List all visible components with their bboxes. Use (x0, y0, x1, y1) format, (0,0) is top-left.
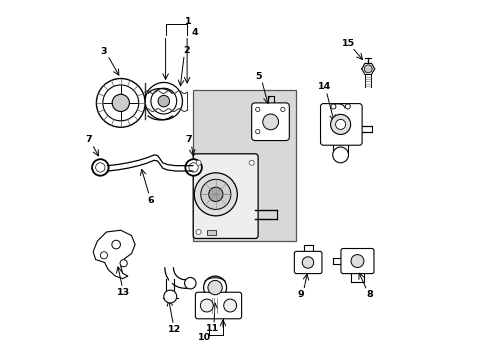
Circle shape (332, 147, 348, 163)
FancyBboxPatch shape (195, 292, 241, 319)
Circle shape (112, 240, 120, 249)
Circle shape (151, 88, 176, 114)
Circle shape (145, 82, 182, 120)
Circle shape (255, 107, 260, 112)
Circle shape (188, 163, 198, 172)
Circle shape (196, 229, 201, 234)
Circle shape (249, 160, 254, 165)
Circle shape (208, 187, 223, 202)
Circle shape (96, 78, 145, 127)
Text: 7: 7 (85, 135, 92, 144)
Circle shape (262, 114, 278, 130)
Text: 2: 2 (183, 46, 189, 55)
Text: 11: 11 (206, 324, 219, 333)
Circle shape (207, 280, 222, 295)
Circle shape (184, 278, 196, 289)
Polygon shape (93, 230, 135, 279)
Circle shape (185, 159, 202, 176)
Circle shape (163, 290, 176, 303)
Circle shape (223, 299, 236, 312)
Circle shape (203, 276, 226, 299)
Text: 6: 6 (147, 195, 154, 204)
FancyBboxPatch shape (251, 103, 289, 140)
Text: 10: 10 (197, 333, 210, 342)
Text: 1: 1 (184, 17, 191, 26)
FancyBboxPatch shape (192, 90, 296, 241)
Circle shape (345, 104, 349, 109)
Text: 15: 15 (341, 39, 354, 48)
Text: 13: 13 (117, 288, 130, 297)
Circle shape (364, 65, 371, 73)
Text: 3: 3 (101, 47, 107, 56)
Circle shape (100, 252, 107, 259)
Circle shape (280, 107, 285, 112)
Circle shape (158, 95, 169, 107)
Text: 12: 12 (167, 325, 181, 334)
Circle shape (120, 260, 127, 267)
FancyBboxPatch shape (320, 104, 362, 145)
Circle shape (200, 299, 213, 312)
FancyBboxPatch shape (193, 154, 258, 238)
Text: 5: 5 (255, 72, 262, 81)
Text: 9: 9 (297, 290, 304, 299)
Circle shape (255, 130, 260, 134)
Circle shape (196, 160, 201, 165)
Text: 14: 14 (317, 82, 330, 91)
Circle shape (201, 179, 230, 210)
Circle shape (335, 120, 345, 130)
FancyBboxPatch shape (340, 248, 373, 274)
FancyBboxPatch shape (294, 251, 321, 274)
Circle shape (112, 94, 129, 112)
Circle shape (194, 173, 237, 216)
Text: 4: 4 (191, 28, 198, 37)
Circle shape (330, 114, 350, 134)
Bar (206, 230, 215, 234)
Circle shape (330, 104, 335, 109)
Circle shape (96, 163, 105, 172)
Text: 7: 7 (185, 135, 192, 144)
Text: 8: 8 (365, 290, 372, 299)
Circle shape (102, 85, 139, 121)
Circle shape (92, 159, 108, 176)
Circle shape (302, 257, 313, 268)
Circle shape (350, 255, 363, 267)
